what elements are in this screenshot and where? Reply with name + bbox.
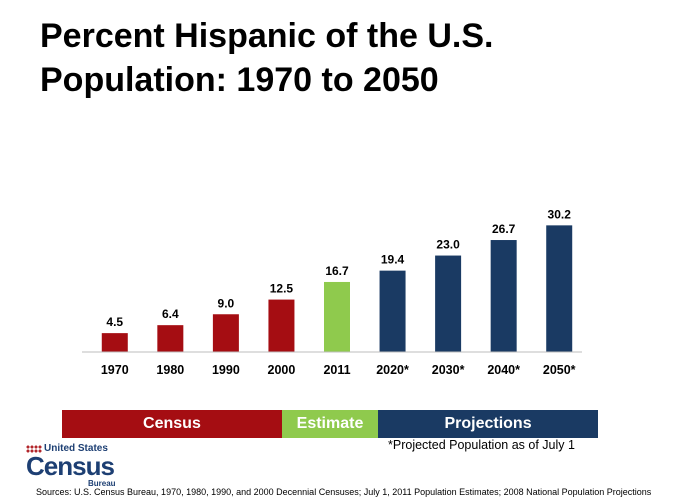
logo-top-text: United States: [44, 443, 108, 454]
data-label: 23.0: [436, 238, 460, 252]
bar-1980: [157, 325, 184, 352]
bar-2020: [379, 270, 406, 352]
data-label: 12.5: [270, 282, 294, 296]
data-label: 19.4: [381, 253, 405, 267]
x-tick-label: 1970: [101, 363, 129, 377]
x-tick-label: 2011: [323, 363, 350, 377]
bar-2011: [324, 281, 350, 352]
sources-note: Sources: U.S. Census Bureau, 1970, 1980,…: [36, 487, 652, 497]
data-label: 6.4: [162, 307, 179, 321]
data-label: 30.2: [548, 207, 572, 221]
page-title: Percent Hispanic of the U.S. Population:…: [40, 17, 494, 99]
data-label: 9.0: [218, 296, 235, 310]
bars-group: 4.5 1970 6.4 1980 9.0 1990 12.5 2000 16.7 2011 19.…: [101, 207, 576, 377]
bar-chart: 4.5 1970 6.4 1980 9.0 1990 12.5 2000 16.7 2011 19.…: [82, 207, 582, 377]
x-tick-label: 1990: [212, 363, 240, 377]
projection-footnote: *Projected Population as of July 1: [388, 438, 575, 452]
x-tick-label: 2050*: [543, 363, 576, 377]
x-tick-label: 2000: [268, 363, 296, 377]
x-tick-label: 2020*: [376, 363, 409, 377]
legend-estimate: Estimate: [281, 410, 379, 438]
legend-projections: Projections: [378, 410, 598, 438]
logo-sub-text: Bureau: [88, 479, 116, 488]
data-label: 26.7: [492, 222, 516, 236]
legend-census: Census: [62, 410, 282, 438]
x-tick-label: 2040*: [487, 363, 520, 377]
bar-1990: [212, 314, 239, 352]
data-label: 4.5: [106, 315, 123, 329]
bar-1970: [101, 333, 128, 352]
bar-2040: [490, 240, 517, 352]
period-legend: Census Estimate Projections: [62, 410, 598, 438]
bar-2030: [435, 255, 462, 352]
bar-2000: [268, 299, 295, 352]
x-tick-label: 2030*: [432, 363, 465, 377]
data-label: 16.7: [325, 264, 349, 278]
bar-2050: [546, 225, 573, 352]
logo-dots-icon: [26, 445, 42, 453]
x-tick-label: 1980: [156, 363, 184, 377]
logo-main-text: Census: [26, 451, 115, 481]
census-bureau-logo: United States Census Bureau: [26, 443, 126, 489]
